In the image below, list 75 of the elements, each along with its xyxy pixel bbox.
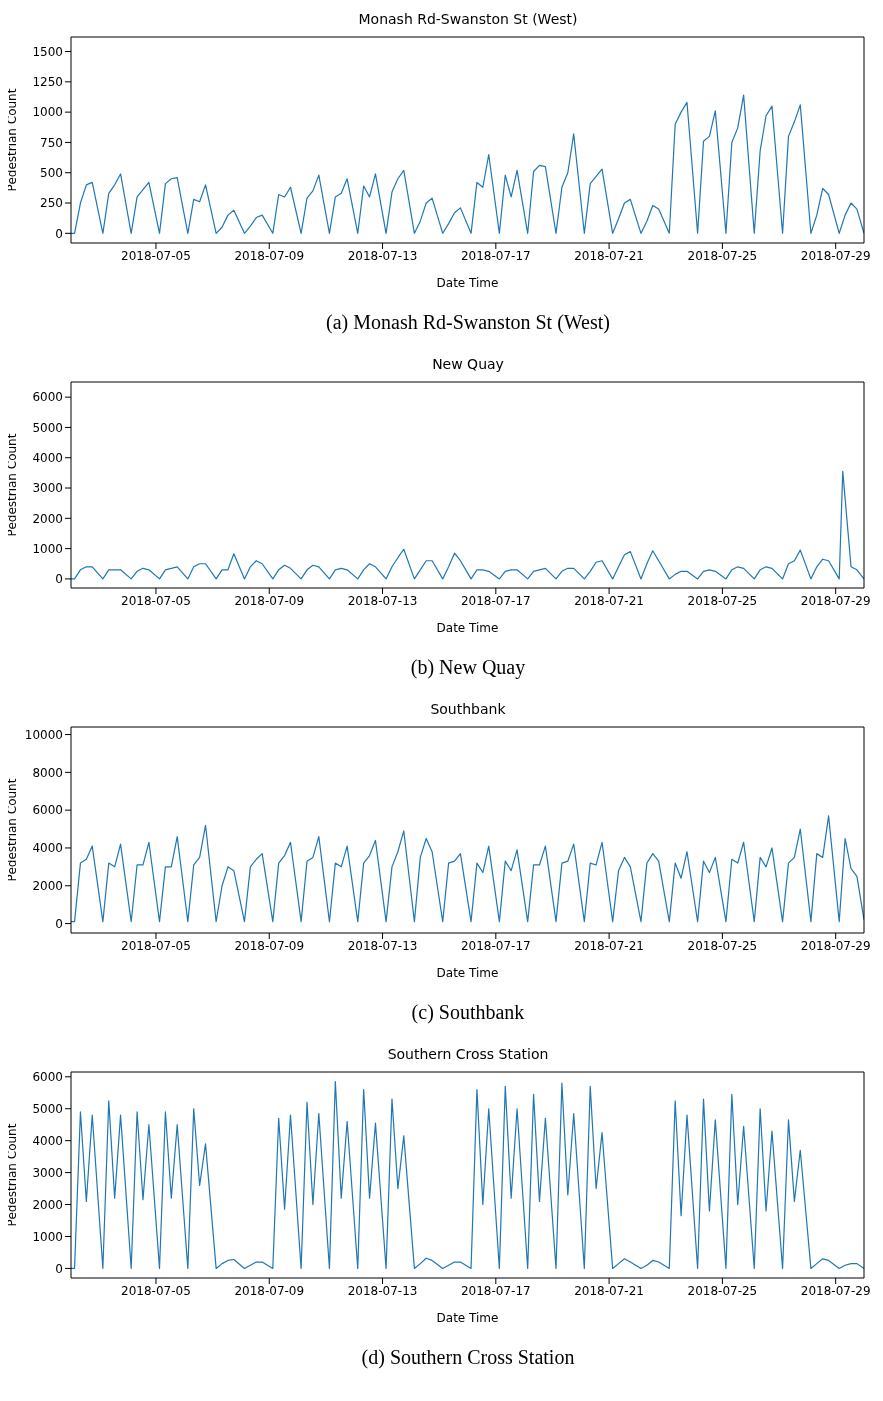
y-tick-label: 500 <box>40 165 63 180</box>
y-axis-title: Pedestrian Count <box>5 88 20 192</box>
y-tick-label: 10000 <box>24 727 63 742</box>
chart-title: Southbank <box>429 700 507 719</box>
x-tick-label: 2018-07-25 <box>687 1283 758 1298</box>
y-tick-label: 3000 <box>32 1165 63 1180</box>
x-tick-label: 2018-07-05 <box>121 248 191 263</box>
x-tick-label: 2018-07-21 <box>574 593 644 608</box>
y-tick-label: 5000 <box>32 420 63 435</box>
x-tick-label: 2018-07-25 <box>687 593 758 608</box>
text: (d) Southern Cross Station <box>360 1346 576 1369</box>
x-tick-label: 2018-07-21 <box>574 248 644 263</box>
x-tick-label: 2018-07-09 <box>234 938 305 953</box>
y-tick-label: 4000 <box>32 1133 63 1148</box>
x-tick-label: 2018-07-13 <box>347 248 418 263</box>
x-tick-label: 2018-07-13 <box>347 1283 418 1298</box>
y-axis-title: Pedestrian Count <box>5 778 20 882</box>
x-axis-title: Date Time <box>436 1311 499 1325</box>
x-tick-label: 2018-07-09 <box>234 1283 305 1298</box>
x-tick-label: 2018-07-25 <box>687 938 758 953</box>
chart-title: Monash Rd-Swanston St (West) <box>357 10 579 29</box>
x-tick-label: 2018-07-05 <box>121 1283 191 1298</box>
y-tick-label: 1000 <box>32 1229 63 1244</box>
text: (b) New Quay <box>409 656 527 679</box>
y-tick-label: 1000 <box>32 105 63 120</box>
x-tick-label: 2018-07-29 <box>800 1283 871 1298</box>
chart-title: New Quay <box>431 355 505 374</box>
y-tick-label: 250 <box>40 196 63 211</box>
y-tick-label: 3000 <box>32 481 63 496</box>
x-axis-title: Date Time <box>436 966 499 980</box>
y-tick-label: 4000 <box>32 841 63 856</box>
x-tick-label: 2018-07-29 <box>800 248 871 263</box>
y-tick-label: 2000 <box>32 1197 63 1212</box>
y-tick-label: 1500 <box>32 44 63 59</box>
y-tick-label: 0 <box>55 226 63 241</box>
y-axis-title: Pedestrian Count <box>5 1123 20 1227</box>
y-tick-label: 0 <box>55 572 63 587</box>
y-tick-label: 6000 <box>32 390 63 405</box>
y-tick-label: 1000 <box>32 541 63 556</box>
text: (c) Southbank <box>410 1001 526 1024</box>
x-tick-label: 2018-07-09 <box>234 593 305 608</box>
x-tick-label: 2018-07-21 <box>574 1283 644 1298</box>
x-tick-label: 2018-07-05 <box>121 593 191 608</box>
y-tick-label: 4000 <box>32 451 63 465</box>
x-tick-label: 2018-07-17 <box>460 593 531 608</box>
x-tick-label: 2018-07-21 <box>574 938 644 953</box>
y-tick-label: 0 <box>55 916 63 931</box>
x-tick-label: 2018-07-17 <box>460 1283 531 1298</box>
x-axis-title: Date Time <box>436 276 499 290</box>
y-axis-title: Pedestrian Count <box>5 433 20 537</box>
y-tick-label: 6000 <box>32 1070 63 1085</box>
y-tick-label: 8000 <box>32 765 63 780</box>
text: (a) Monash Rd-Swanston St (West) <box>325 311 611 334</box>
y-tick-label: 6000 <box>32 803 63 818</box>
x-tick-label: 2018-07-05 <box>121 938 191 953</box>
x-axis-title: Date Time <box>436 621 499 635</box>
y-tick-label: 2000 <box>32 879 63 894</box>
line-series <box>71 1080 864 1270</box>
line-series <box>71 815 864 923</box>
x-tick-label: 2018-07-29 <box>800 593 871 608</box>
line-series <box>71 94 864 234</box>
y-tick-label: 1250 <box>32 75 63 90</box>
y-tick-label: 5000 <box>32 1101 63 1116</box>
y-tick-label: 750 <box>40 135 63 150</box>
x-tick-label: 2018-07-13 <box>347 593 418 608</box>
y-tick-label: 0 <box>55 1261 63 1276</box>
x-tick-label: 2018-07-29 <box>800 938 871 953</box>
chart-title: Southern Cross Station <box>386 1045 550 1064</box>
y-tick-label: 2000 <box>32 511 63 526</box>
x-tick-label: 2018-07-17 <box>460 938 531 953</box>
x-tick-label: 2018-07-09 <box>234 248 305 263</box>
x-tick-label: 2018-07-13 <box>347 938 418 953</box>
line-series <box>71 470 864 580</box>
x-tick-label: 2018-07-17 <box>460 248 531 263</box>
x-tick-label: 2018-07-25 <box>687 248 758 263</box>
